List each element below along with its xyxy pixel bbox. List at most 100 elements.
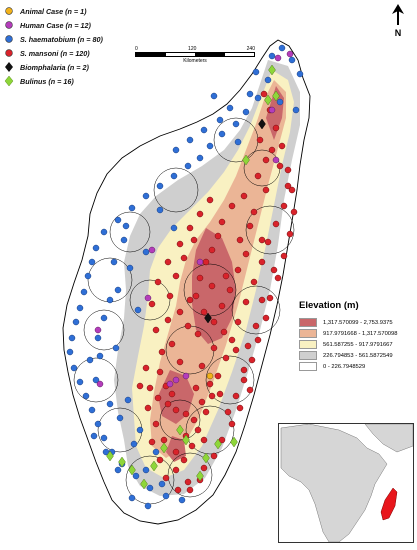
survey-point	[130, 440, 138, 448]
survey-point	[116, 414, 124, 422]
survey-point	[148, 246, 156, 254]
survey-point	[276, 98, 284, 106]
survey-point	[208, 282, 216, 290]
scale-tick: 0	[135, 46, 138, 52]
survey-point	[226, 286, 234, 294]
survey-point	[206, 142, 214, 150]
survey-point	[128, 494, 136, 502]
elevation-class-label: 917.9791668 - 1,317.570098	[323, 330, 398, 337]
survey-point	[208, 392, 216, 400]
elevation-legend: Elevation (m) 1,317.570099 - 2,753.9375 …	[299, 300, 417, 372]
survey-point	[90, 432, 98, 440]
survey-point	[196, 274, 204, 282]
survey-point	[210, 92, 218, 100]
survey-point	[132, 472, 140, 480]
legend-label: Biomphalaria (n = 2)	[20, 62, 89, 72]
elevation-class: 226.794853 - 561.5872549	[299, 350, 417, 361]
survey-point	[274, 274, 282, 282]
survey-point	[136, 382, 144, 390]
survey-point	[198, 398, 206, 406]
arabia-landmass	[364, 424, 413, 453]
survey-point	[112, 344, 120, 352]
elevation-class: 561.587255 - 917.9791667	[299, 339, 417, 350]
survey-point	[276, 162, 284, 170]
legend-label: S. haematobium (n = 80)	[20, 34, 103, 44]
legend-label: S. mansoni (n = 120)	[20, 48, 90, 58]
map-legend: Animal Case (n = 1) Human Case (n = 12) …	[4, 4, 154, 88]
survey-point	[210, 452, 218, 460]
survey-point	[106, 296, 114, 304]
survey-point	[194, 426, 202, 434]
survey-point	[184, 162, 192, 170]
survey-point	[126, 264, 134, 272]
survey-point	[228, 336, 236, 344]
survey-point	[144, 294, 152, 302]
snail-site-marker	[160, 442, 168, 454]
diamond-marker-icon	[4, 75, 14, 87]
survey-point	[262, 314, 270, 322]
survey-point	[246, 222, 254, 230]
survey-point	[196, 210, 204, 218]
snail-site-marker	[230, 436, 238, 448]
north-arrow-icon	[392, 4, 404, 25]
scale-tick: 240	[246, 46, 255, 52]
elevation-class-label: 561.587255 - 917.9791667	[323, 341, 393, 348]
scale-tick: 120	[188, 46, 197, 52]
circle-marker-icon	[4, 20, 14, 30]
survey-point	[170, 172, 178, 180]
survey-point	[156, 206, 164, 214]
survey-point	[122, 222, 130, 230]
survey-point	[278, 142, 286, 150]
survey-point	[162, 474, 170, 482]
survey-point	[252, 322, 260, 330]
survey-point	[266, 294, 274, 302]
survey-point	[270, 266, 278, 274]
survey-point	[70, 364, 78, 372]
elevation-class-label: 226.794853 - 561.5872549	[323, 352, 393, 359]
survey-point	[162, 492, 170, 500]
survey-point	[88, 406, 96, 414]
africa-landmass	[280, 424, 388, 542]
snail-site-marker	[268, 64, 276, 76]
survey-point	[180, 254, 188, 262]
survey-point	[186, 486, 194, 494]
survey-point	[80, 288, 88, 296]
survey-point	[172, 376, 180, 384]
swatch	[299, 351, 317, 360]
survey-point	[214, 372, 222, 380]
survey-point	[222, 272, 230, 280]
snail-site-marker	[214, 438, 222, 450]
survey-point	[176, 240, 184, 248]
survey-point	[176, 358, 184, 366]
survey-point	[156, 456, 164, 464]
survey-point	[96, 380, 104, 388]
survey-point	[258, 236, 266, 244]
survey-point	[66, 348, 74, 356]
survey-point	[200, 126, 208, 134]
swatch	[299, 362, 317, 371]
snail-site-marker	[242, 154, 250, 166]
survey-point	[196, 258, 204, 266]
survey-point	[172, 146, 180, 154]
survey-point	[156, 182, 164, 190]
survey-point	[240, 192, 248, 200]
survey-point	[234, 318, 242, 326]
survey-point	[262, 156, 270, 164]
survey-point	[210, 344, 218, 352]
survey-point	[176, 308, 184, 316]
survey-point	[100, 228, 108, 236]
survey-point	[182, 410, 190, 418]
snail-site-marker	[106, 450, 114, 462]
survey-point	[288, 56, 296, 64]
snail-site-marker	[196, 470, 204, 482]
survey-point	[166, 380, 174, 388]
survey-point	[96, 352, 104, 360]
north-arrow: N	[388, 4, 408, 38]
survey-point	[158, 480, 166, 488]
survey-point	[164, 400, 172, 408]
survey-point	[216, 116, 224, 124]
legend-label: Animal Case (n = 1)	[20, 6, 87, 16]
survey-point	[288, 186, 296, 194]
survey-point	[100, 314, 108, 322]
survey-point	[202, 408, 210, 416]
